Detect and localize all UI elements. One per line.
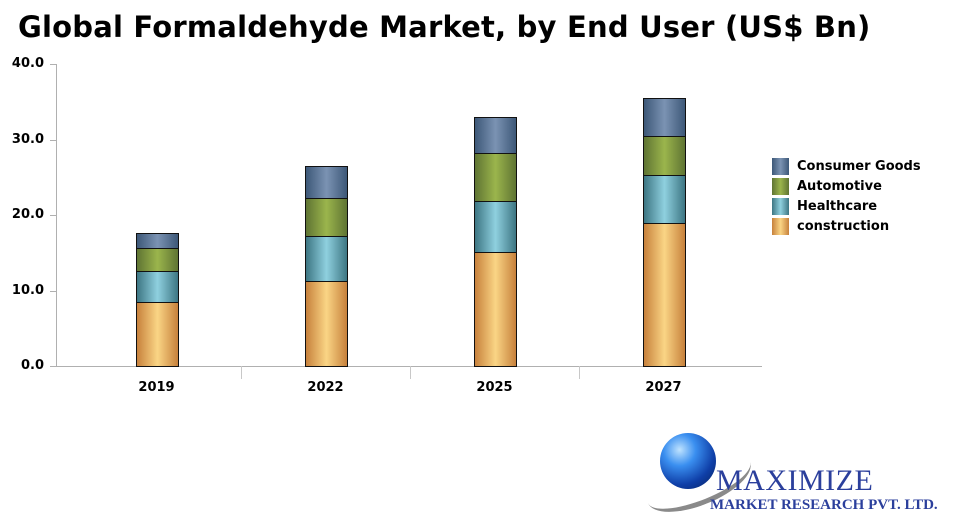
bar-segment-healthcare: [473, 200, 517, 253]
bar-segment-automotive: [473, 153, 517, 202]
y-tick-label: 0.0: [20, 358, 44, 373]
x-tick: [241, 366, 242, 379]
legend-swatch-construction: [772, 217, 789, 235]
bar-segment-construction: [473, 251, 517, 367]
x-tick-label: 2019: [138, 380, 175, 395]
y-axis: [56, 64, 57, 366]
legend-label: Automotive: [797, 178, 882, 194]
bar-segment-consumer-goods: [473, 116, 517, 155]
chart-title: Global Formaldehyde Market, by End User …: [18, 10, 871, 44]
legend: Consumer Goods Automotive Healthcare con…: [772, 156, 921, 236]
globe-icon: [660, 433, 716, 489]
bar-segment-construction: [642, 223, 686, 367]
x-tick-label: 2022: [307, 380, 344, 395]
bar-segment-construction: [135, 301, 179, 367]
legend-swatch-automotive: [772, 177, 789, 195]
legend-swatch-consumer-goods: [772, 157, 789, 175]
logo-main-text: MAXIMIZE: [716, 464, 874, 497]
bar-segment-consumer-goods: [642, 97, 686, 137]
y-tick-label: 20.0: [11, 207, 44, 222]
y-tick: [50, 215, 56, 216]
bar-segment-consumer-goods: [135, 233, 179, 250]
legend-item-healthcare: Healthcare: [772, 196, 921, 216]
y-tick-label: 10.0: [11, 282, 44, 298]
company-logo: MAXIMIZE MARKET RESEARCH PVT. LTD.: [639, 430, 969, 525]
y-tick-label: 30.0: [11, 131, 44, 147]
bar-segment-construction: [304, 280, 348, 367]
logo-sub-text: MARKET RESEARCH PVT. LTD.: [710, 497, 938, 513]
y-tick: [50, 290, 56, 292]
bar-segment-healthcare: [135, 270, 179, 303]
legend-label: Healthcare: [797, 198, 878, 214]
x-tick: [410, 366, 411, 379]
bar-segment-healthcare: [304, 236, 348, 282]
y-tick: [50, 139, 56, 141]
bar-segment-automotive: [135, 248, 179, 272]
legend-swatch-healthcare: [772, 197, 789, 215]
x-tick: [579, 366, 580, 379]
y-tick-label: 40.0: [11, 56, 44, 71]
x-tick-label: 2025: [476, 380, 513, 395]
x-axis: [56, 366, 762, 367]
bar-segment-consumer-goods: [304, 165, 348, 199]
legend-label: construction: [797, 218, 890, 234]
bar-segment-automotive: [304, 197, 348, 238]
legend-label: Consumer Goods: [797, 158, 921, 174]
bar-segment-automotive: [642, 135, 686, 176]
legend-item-consumer-goods: Consumer Goods: [772, 156, 921, 176]
legend-item-construction: construction: [772, 216, 921, 236]
y-tick: [50, 366, 56, 367]
x-tick-label: 2027: [645, 380, 682, 395]
bar-segment-healthcare: [642, 174, 686, 225]
legend-item-automotive: Automotive: [772, 176, 921, 196]
y-tick: [50, 64, 56, 65]
